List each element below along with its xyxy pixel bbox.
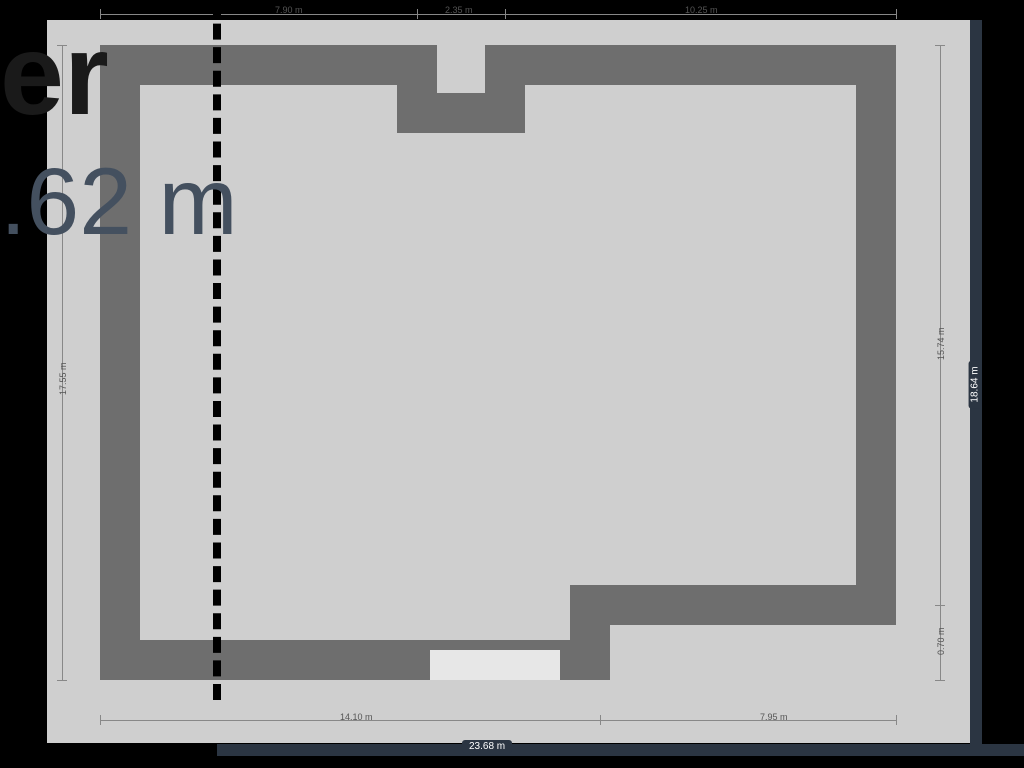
wall-notch-bottom	[397, 93, 525, 133]
wall-right	[856, 45, 896, 605]
dim-bottom-label: 14.10 m	[340, 712, 373, 722]
wall-step-horizontal	[570, 585, 896, 625]
dim-bottom-label: 7.95 m	[760, 712, 788, 722]
dim-right-tick	[935, 605, 945, 606]
dim-top-label: 2.35 m	[445, 5, 473, 15]
dim-top-tick	[896, 9, 897, 19]
dim-left-label: 17.55 m	[58, 362, 68, 395]
dim-top-tick	[505, 9, 506, 19]
overlay-measure-fragment: .62 m	[0, 155, 238, 250]
wall-top-left	[100, 45, 417, 85]
wall-left	[100, 45, 140, 680]
dim-left-tick	[57, 680, 67, 681]
dim-top-label: 10.25 m	[685, 5, 718, 15]
door-opening	[430, 650, 560, 680]
right-ruler-label: 18.64 m	[969, 360, 982, 408]
dim-bottom-tick	[896, 715, 897, 725]
dashed-divider	[213, 0, 221, 700]
bottom-ruler-label: 23.68 m	[462, 740, 512, 753]
dim-right-tick	[935, 680, 945, 681]
dim-bottom-tick	[100, 715, 101, 725]
dim-bottom-tick	[600, 715, 601, 725]
dim-top-label: 7.90 m	[275, 5, 303, 15]
dim-right-line	[940, 45, 941, 680]
bottom-ruler-bar	[217, 744, 1024, 756]
dim-right-tick	[935, 45, 945, 46]
floorplan-stage: 7.90 m 2.35 m 10.25 m 17.55 m 15.74 m 0.…	[0, 0, 1024, 768]
wall-top-right	[505, 45, 896, 85]
dim-right-label: 0.70 m	[936, 627, 946, 655]
dim-right-label: 15.74 m	[936, 327, 946, 360]
dim-top-tick	[417, 9, 418, 19]
overlay-title-fragment: er	[0, 18, 109, 133]
